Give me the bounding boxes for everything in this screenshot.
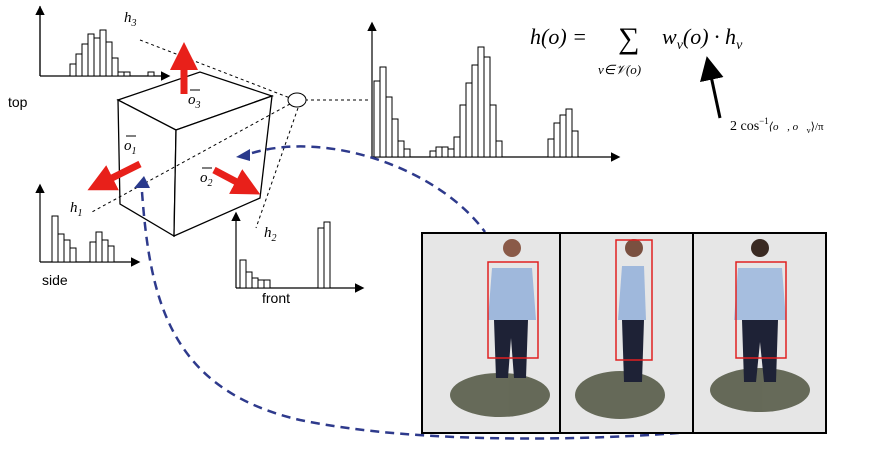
formula-lhs: h(o) =: [530, 24, 587, 49]
subscript: 3: [131, 18, 137, 29]
symbol: h: [124, 10, 132, 26]
formula-sum: ∑: [618, 22, 639, 55]
argument: ⟨o⃗, o⃗: [769, 121, 807, 133]
subscript: 2: [272, 233, 277, 244]
side-label: side: [42, 272, 68, 288]
weight-note: 2 cos−1⟨o⃗, o⃗v⟩/π: [730, 116, 824, 135]
aggregation-node: [288, 93, 306, 107]
prefix: 2 cos: [730, 119, 759, 134]
h-sub: v: [736, 38, 743, 53]
formula-sum-index: v∈𝒱(o): [598, 62, 641, 77]
photo-panels: [422, 233, 826, 433]
top-histogram: [40, 6, 168, 76]
h1: h1: [70, 200, 83, 219]
symbol: h: [70, 200, 78, 216]
weight-arrow: [708, 62, 720, 118]
top-label: top: [8, 94, 28, 110]
diagram: top side front h3 h1 h2 o3 o1 o2 h(o) = …: [0, 0, 872, 449]
subscript: 1: [132, 146, 137, 157]
front-histogram: [236, 214, 362, 288]
formula: h(o) = ∑ v∈𝒱(o) wv(o) · hv: [530, 22, 743, 77]
formula-term: wv(o) · hv: [662, 24, 743, 53]
suffix: ⟩/π: [811, 121, 824, 133]
h3: h3: [124, 10, 137, 29]
middle: (o) · h: [683, 24, 736, 49]
power: −1: [759, 116, 769, 126]
subscript: 1: [78, 208, 83, 219]
front-label: front: [262, 290, 290, 306]
symbol: h: [264, 225, 272, 241]
subscript: 2: [208, 178, 213, 189]
weight: w: [662, 24, 677, 49]
h2: h2: [264, 225, 277, 244]
subscript: 3: [195, 100, 201, 111]
